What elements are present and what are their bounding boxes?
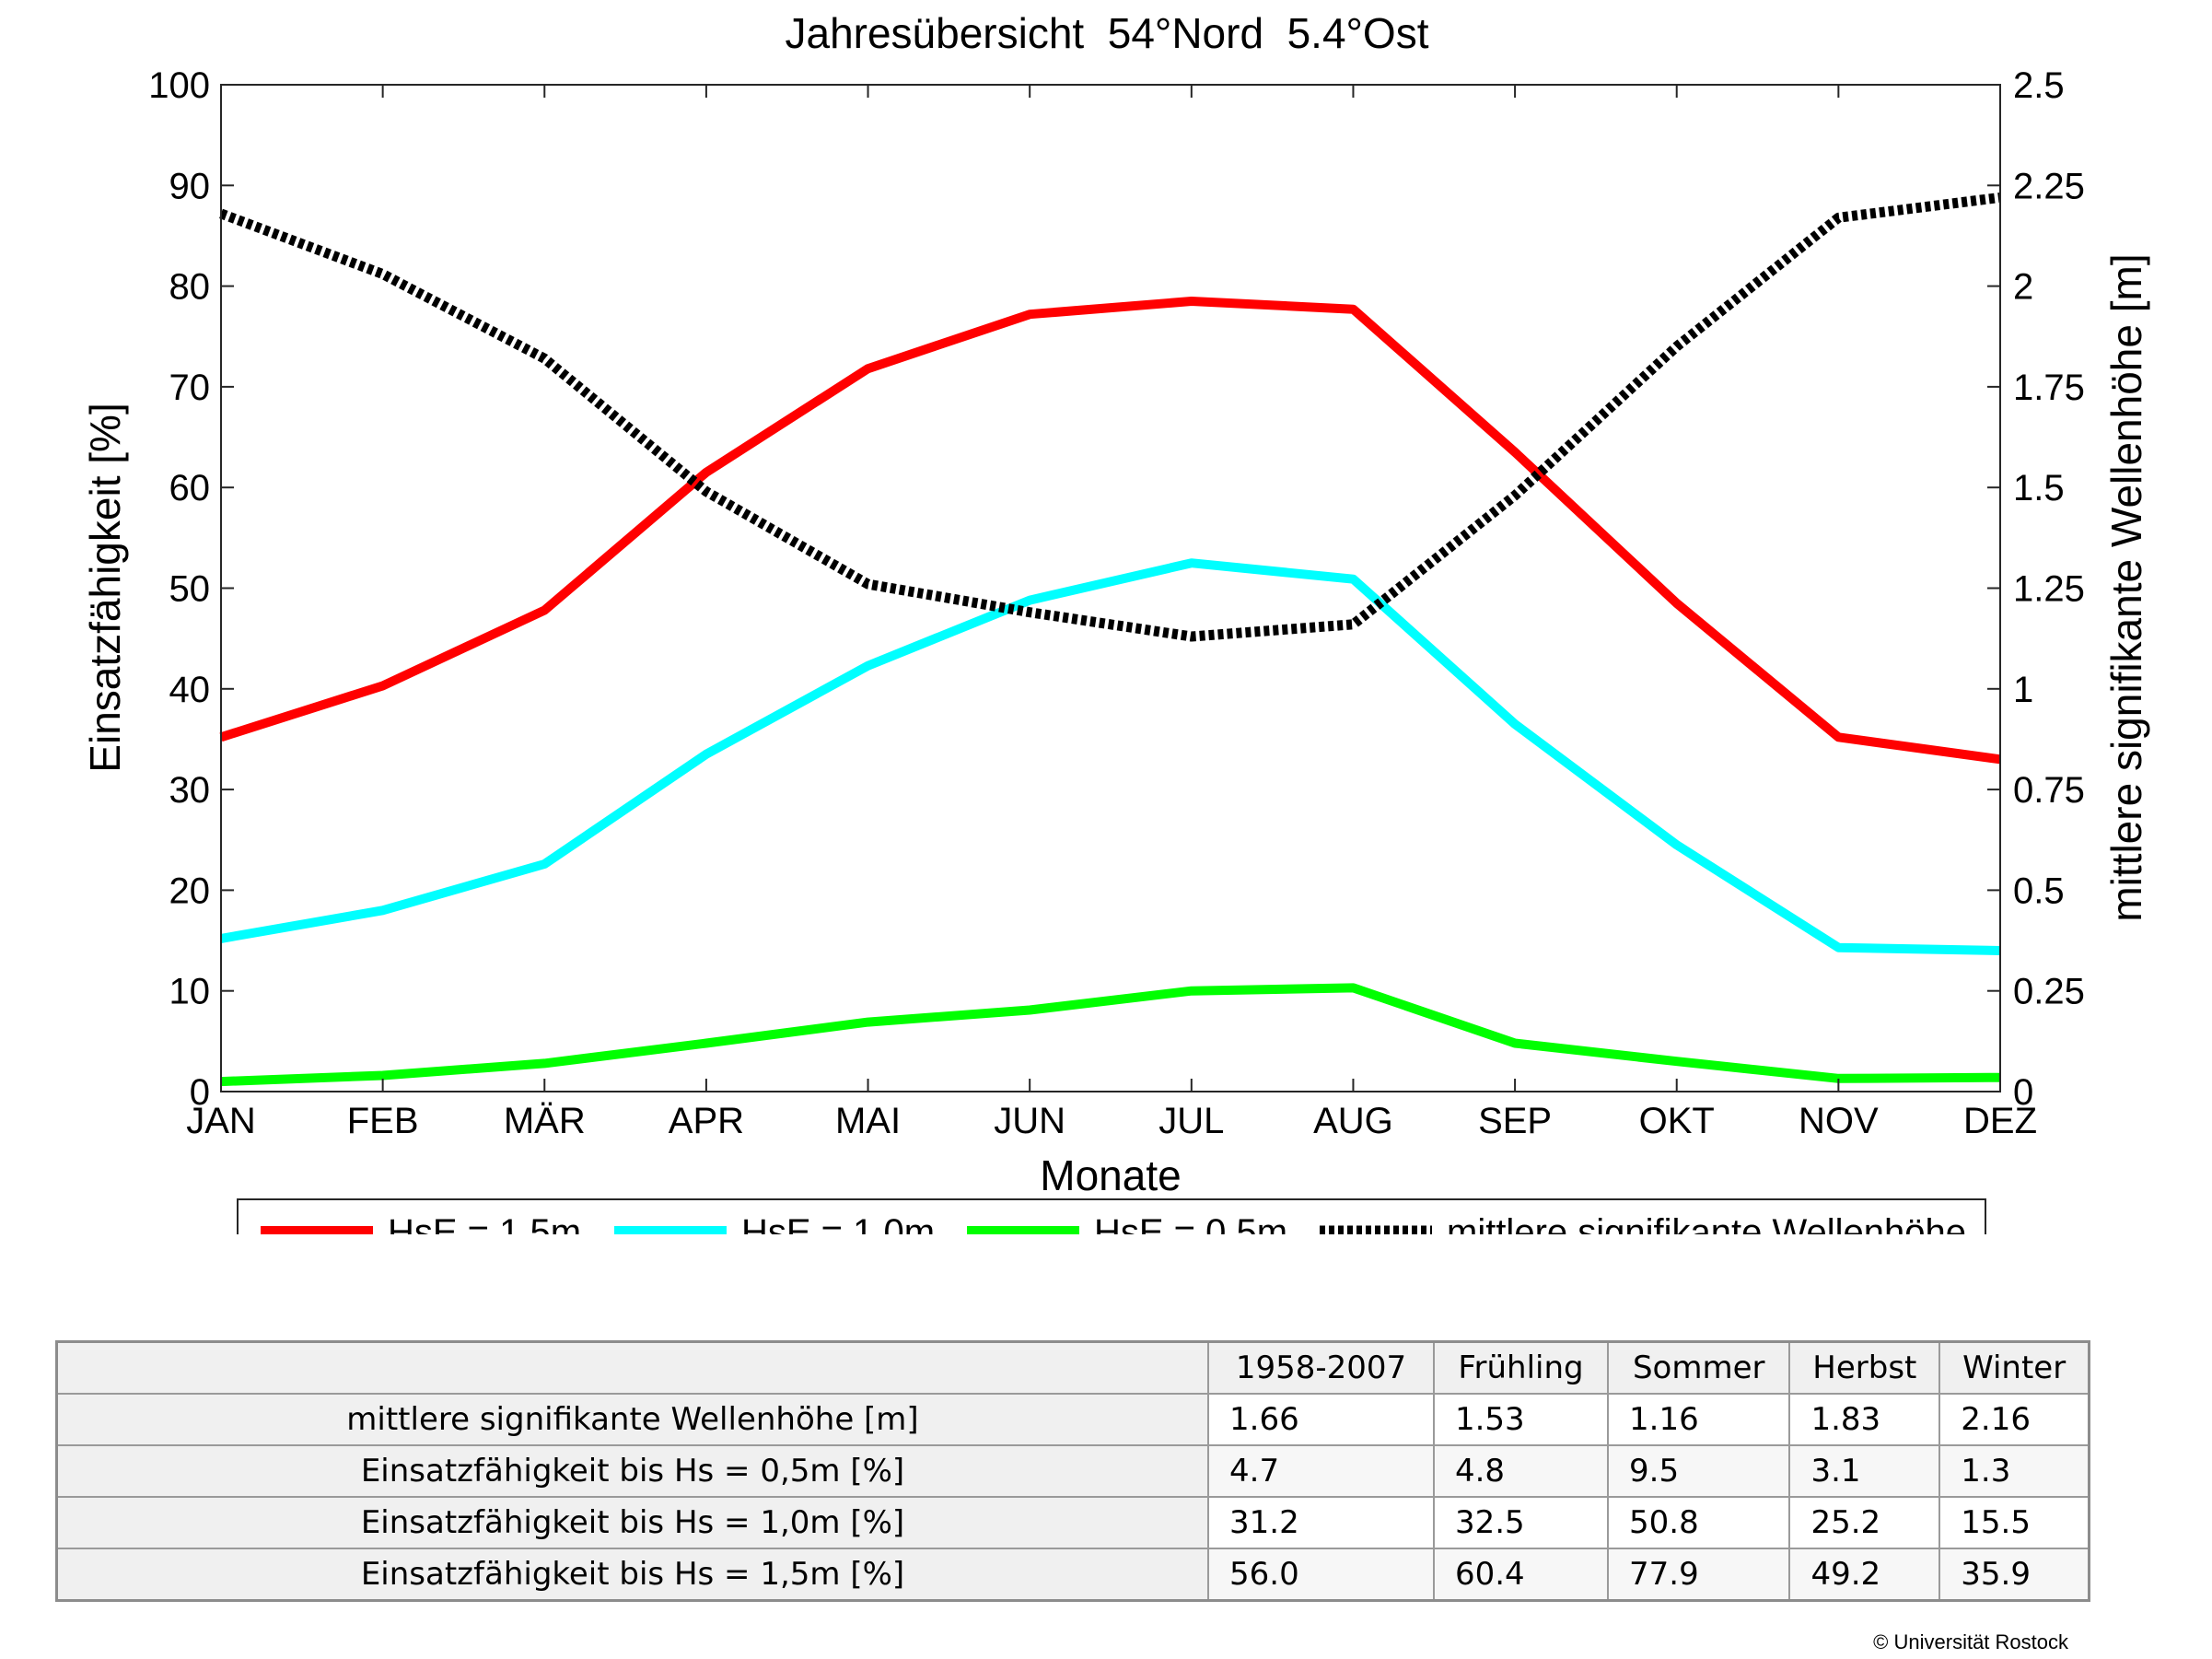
y-tick-label: 40 — [169, 670, 211, 710]
y-tick-label: 60 — [169, 468, 211, 508]
table-cell: 25.2 — [1788, 1496, 1941, 1549]
y-tick-labels: 0 10 20 30 40 50 60 70 80 90 100 — [148, 65, 210, 1113]
x-tick-label: MÄR — [504, 1101, 586, 1141]
table-row: Einsatzfähigkeit bis Hs = 1,0m [%] 31.2 … — [55, 1496, 2090, 1549]
table-cell: 15.5 — [1938, 1496, 2090, 1549]
table-cell: 56.0 — [1207, 1548, 1435, 1602]
legend: HsE = 1.5m HsE = 1.0m HsE = 0.5m mittlere s… — [237, 1198, 1986, 1234]
legend-label: HsE = 0.5m — [1094, 1212, 1287, 1234]
table-header-row: 1958-2007 Frühling Sommer Herbst Winter — [55, 1340, 2090, 1395]
legend-label: HsE = 1.5m — [388, 1212, 581, 1234]
x-tick-label: FEB — [347, 1101, 419, 1141]
y-axis-label: Einsatzfähigkeit [%] — [81, 403, 129, 772]
row-label: Einsatzfähigkeit bis Hs = 1,0m [%] — [55, 1496, 1209, 1549]
column-header-autumn: Herbst — [1788, 1340, 1941, 1395]
table-row: Einsatzfähigkeit bis Hs = 0,5m [%] 4.7 4… — [55, 1444, 2090, 1498]
y2-tick-label: 1.25 — [2013, 569, 2085, 610]
copyright-notice: © Universität Rostock — [1873, 1630, 2068, 1653]
table-cell: 4.7 — [1207, 1444, 1435, 1498]
table-cell: 77.9 — [1607, 1548, 1791, 1602]
x-tick-label: MAI — [835, 1101, 901, 1141]
series-line-mittlere-signifikante-wellenh-he — [219, 192, 2001, 642]
annual-overview-chart: Jahresübersicht 54°Nord 5.4°Ost JAN FEB MÄ… — [81, 9, 2150, 1234]
y2-tick-label: 0 — [2013, 1072, 2033, 1113]
row-label: Einsatzfähigkeit bis Hs = 1,5m [%] — [55, 1548, 1209, 1602]
legend-label: HsE = 1.0m — [741, 1212, 935, 1234]
x-tick-label: APR — [669, 1101, 744, 1141]
y-tick-label: 30 — [169, 770, 211, 811]
x-tick-label: AUG — [1313, 1101, 1393, 1141]
y2-tick-label: 1 — [2013, 670, 2033, 710]
y2-axis-label: mittlere signifikante Wellenhöhe [m] — [2102, 253, 2150, 921]
y-tick-label: 70 — [169, 368, 211, 408]
y2-tick-label: 2.25 — [2013, 166, 2085, 206]
y2-tick-label: 1.5 — [2013, 468, 2065, 508]
x-tick-label: JAN — [186, 1101, 256, 1141]
y2-tick-label: 2.5 — [2013, 65, 2065, 106]
x-axis-label: Monate — [1040, 1151, 1181, 1199]
column-header-summer: Sommer — [1607, 1340, 1791, 1395]
table-cell: 1.83 — [1788, 1393, 1941, 1446]
y-tick-label: 10 — [169, 972, 211, 1012]
table-cell: 3.1 — [1788, 1444, 1941, 1498]
table-corner-cell — [55, 1340, 1209, 1395]
x-tick-label: JUN — [994, 1101, 1065, 1141]
chart-title: Jahresübersicht 54°Nord 5.4°Ost — [785, 9, 1428, 57]
y-tick-label: 50 — [169, 569, 211, 610]
x-tick-label: SEP — [1478, 1101, 1552, 1141]
y2-tick-label: 2 — [2013, 267, 2033, 308]
y2-tick-label: 0.5 — [2013, 870, 2065, 911]
table-cell: 2.16 — [1938, 1393, 2090, 1446]
table-cell: 49.2 — [1788, 1548, 1941, 1602]
table-cell: 31.2 — [1207, 1496, 1435, 1549]
y2-tick-label: 0.75 — [2013, 770, 2085, 811]
table-cell: 1.66 — [1207, 1393, 1435, 1446]
row-label: mittlere signifikante Wellenhöhe [m] — [55, 1393, 1209, 1446]
legend-label: mittlere signifikante Wellenhöhe — [1447, 1212, 1966, 1234]
y-tick-label: 100 — [148, 65, 210, 106]
x-tick-label: OKT — [1639, 1101, 1715, 1141]
series-line-hse-1-5m — [219, 297, 2001, 765]
table-cell: 60.4 — [1432, 1548, 1610, 1602]
x-tick-label: NOV — [1799, 1101, 1879, 1141]
table-row: mittlere signifikante Wellenhöhe [m] 1.6… — [55, 1393, 2090, 1446]
y2-tick-labels: 0 0.25 0.5 0.75 1 1.25 1.5 1.75 2 2.25 2.5 — [2013, 65, 2085, 1113]
series-lines — [219, 192, 2001, 1087]
column-header-winter: Winter — [1938, 1340, 2090, 1395]
table-cell: 35.9 — [1938, 1548, 2090, 1602]
column-header-spring: Frühling — [1432, 1340, 1610, 1395]
y-tick-label: 20 — [169, 870, 211, 911]
x-tick-label: JUL — [1158, 1101, 1224, 1141]
series-line-hse-0-5m — [220, 983, 2001, 1087]
x-tick-labels: JAN FEB MÄR APR MAI JUN JUL AUG SEP OKT NOV DEZ — [186, 1101, 2037, 1141]
table-cell: 4.8 — [1432, 1444, 1610, 1498]
table-row: Einsatzfähigkeit bis Hs = 1,5m [%] 56.0 … — [55, 1548, 2090, 1602]
y2-tick-label: 0.25 — [2013, 972, 2085, 1012]
legend-box — [237, 1198, 1986, 1234]
table-cell: 32.5 — [1432, 1496, 1610, 1549]
column-header-period: 1958-2007 — [1207, 1340, 1435, 1395]
y-tick-label: 90 — [169, 166, 211, 206]
row-label: Einsatzfähigkeit bis Hs = 0,5m [%] — [55, 1444, 1209, 1498]
plot-area-frame — [220, 84, 2001, 1092]
seasonal-statistics-table: 1958-2007 Frühling Sommer Herbst Winter … — [55, 1340, 2090, 1602]
table-cell: 1.16 — [1607, 1393, 1791, 1446]
y-tick-label: 80 — [169, 267, 211, 308]
axis-ticks — [220, 84, 2001, 1092]
table-cell: 9.5 — [1607, 1444, 1791, 1498]
y-tick-label: 0 — [190, 1072, 210, 1113]
table-cell: 50.8 — [1607, 1496, 1791, 1549]
table-cell: 1.53 — [1432, 1393, 1610, 1446]
x-tick-label: DEZ — [1963, 1101, 2037, 1141]
y2-tick-label: 1.75 — [2013, 368, 2085, 408]
table-cell: 1.3 — [1938, 1444, 2090, 1498]
series-line-hse-1-0m — [220, 558, 2001, 955]
